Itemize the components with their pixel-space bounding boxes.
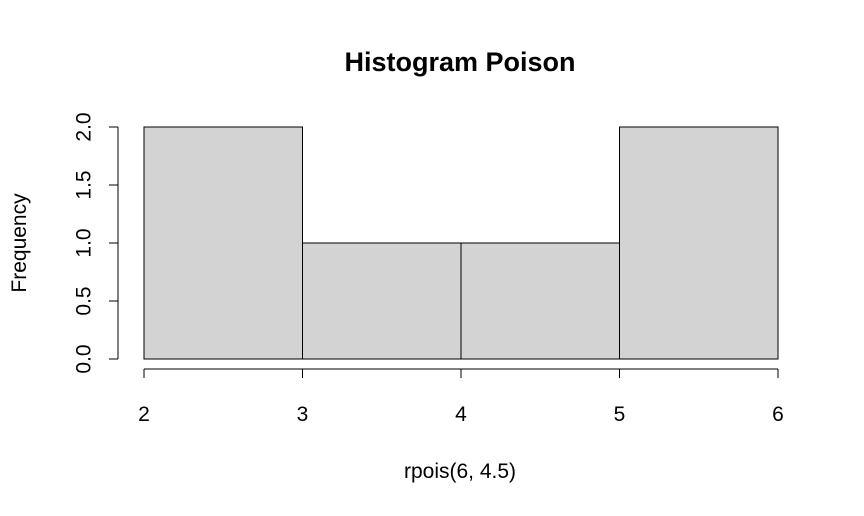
bars-group (143, 126, 779, 360)
chart-title: Histogram Poison (344, 47, 575, 77)
y-ticks-group: 0.0 0.5 1.0 1.5 2.0 (73, 112, 118, 374)
y-tick-label: 1.5 (73, 170, 96, 199)
x-tick-label: 5 (614, 403, 626, 426)
histogram-bar-1 (143, 126, 303, 360)
histogram-bar-3 (460, 242, 620, 360)
x-tick-label: 2 (138, 403, 150, 426)
histogram-bar-2 (302, 242, 462, 360)
y-axis-label: Frequency (8, 193, 31, 293)
x-ticks-group: 2 3 4 5 6 (138, 369, 784, 426)
y-tick-label: 2.0 (73, 112, 96, 141)
x-axis-label: rpois(6, 4.5) (404, 460, 516, 483)
y-tick-label: 0.0 (73, 344, 96, 373)
histogram-bar-4 (619, 126, 779, 360)
x-tick-label: 6 (772, 403, 784, 426)
y-tick-label: 0.5 (73, 286, 96, 315)
y-tick-label: 1.0 (73, 228, 96, 257)
x-tick-label: 4 (455, 403, 467, 426)
x-tick-label: 3 (297, 403, 309, 426)
